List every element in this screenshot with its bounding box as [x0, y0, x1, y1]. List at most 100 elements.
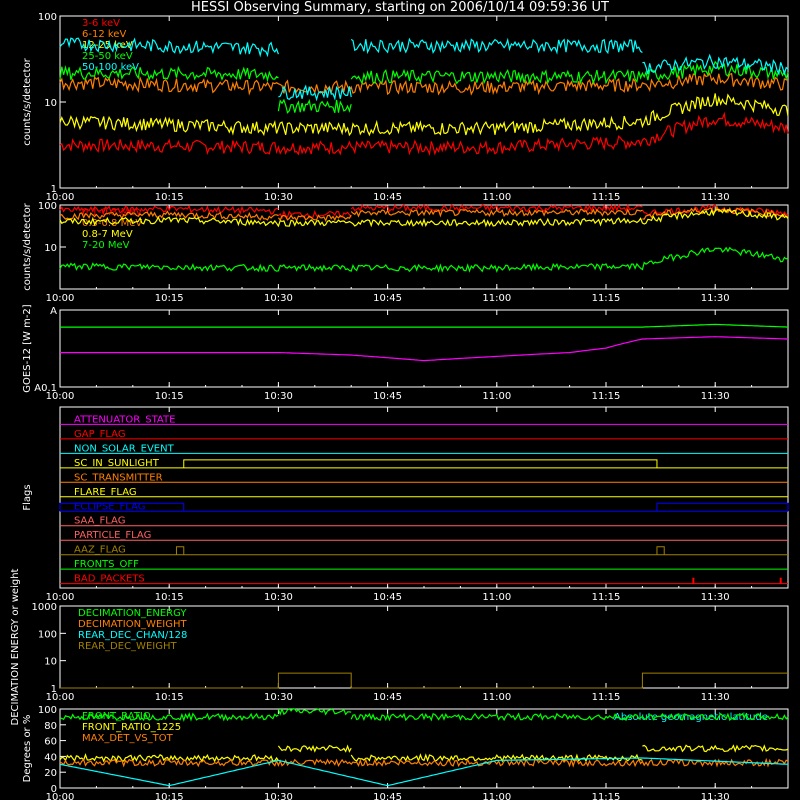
goes-frame: [59, 309, 789, 388]
y-tick-label: 100: [38, 705, 57, 716]
series-line: [277, 744, 352, 753]
flag-label: SAA_FLAG: [74, 516, 125, 527]
y-axis-label: counts/s/detector: [22, 202, 33, 290]
legend-entry: DECIMATION_ENERGY: [78, 608, 187, 619]
y-tick-label: 100: [38, 629, 57, 640]
y-axis-label: counts/s/detector: [22, 57, 33, 145]
x-tick-label: 11:30: [701, 692, 730, 703]
y-tick-label: 100: [38, 201, 57, 212]
y-tick-label: 10: [44, 243, 57, 254]
x-tick-label: 11:00: [482, 692, 511, 703]
legend-entry: 0.8-7 MeV: [82, 229, 133, 240]
y-tick-label: A0.1: [34, 383, 57, 394]
x-tick-label: 10:15: [155, 293, 184, 304]
flag-label: ECLIPSE_FLAG: [74, 501, 145, 512]
y-tick-label: 1: [51, 184, 57, 195]
legend-entry: 25-50 keV: [82, 51, 133, 62]
x-tick-label: 10:15: [155, 592, 184, 603]
x-tick-label: 10:00: [46, 692, 75, 703]
x-tick-label: 10:15: [155, 391, 184, 402]
y-tick-label: 10: [44, 657, 57, 668]
flag-high: [183, 459, 658, 468]
x-tick-label: 10:30: [264, 391, 293, 402]
x-tick-label: 10:30: [264, 192, 293, 203]
y-tick-label: 40: [44, 752, 57, 763]
series-line: [277, 707, 352, 716]
legend-entry: 12-25 keV: [82, 40, 133, 51]
legend-entry: 3-6 keV: [82, 18, 120, 29]
series-line: [59, 207, 789, 228]
y-tick-label: 100: [38, 12, 57, 23]
series-line: [350, 203, 643, 213]
legend-entry: 7-20 MeV: [82, 240, 130, 251]
flag-label: ATTENUATOR_STATE: [74, 414, 175, 425]
flag-high: [59, 502, 185, 512]
flag-label: NON_SOLAR_EVENT: [74, 443, 175, 454]
series-line: [59, 93, 789, 137]
x-tick-label: 10:00: [46, 293, 75, 304]
series-line: [59, 210, 279, 221]
x-tick-label: 10:15: [155, 692, 184, 703]
legend-entry: FRONT_RATIO_1225: [82, 722, 181, 733]
flag-label: SC_TRANSMITTER: [74, 472, 163, 483]
flag-label: PARTICLE_FLAG: [74, 530, 151, 541]
x-tick-label: 11:00: [482, 592, 511, 603]
legend-entry: MAX_DET_VS_TOT: [82, 733, 174, 744]
x-tick-label: 11:15: [592, 192, 621, 203]
x-tick-label: 10:30: [264, 592, 293, 603]
y-tick-label: 20: [44, 768, 57, 779]
legend-entry: 50-100 keV: [82, 62, 139, 73]
flag-high: [656, 502, 789, 512]
series-line: [59, 111, 789, 156]
series-line: [277, 98, 352, 114]
series-line: [350, 712, 789, 722]
series-line: [59, 757, 789, 768]
x-tick-label: 10:15: [155, 192, 184, 203]
x-tick-label: 11:15: [592, 592, 621, 603]
series-line: [278, 209, 352, 220]
flag-label: AAZ_FLAG: [74, 545, 126, 556]
flag-label: FRONTS_OFF: [74, 559, 139, 570]
legend-entry: DECIMATION_WEIGHT: [78, 619, 187, 630]
x-tick-label: 11:30: [701, 192, 730, 203]
y-axis-label: Degrees or %: [22, 715, 33, 783]
y-axis-label: Flags: [22, 484, 33, 510]
flag-high: [656, 546, 665, 555]
y-tick-label: 0: [51, 784, 57, 795]
y-axis-label: GOES-12 [W m-2]: [22, 304, 33, 392]
series-line: [59, 757, 789, 787]
series-line: [350, 208, 643, 218]
legend-entry: FRONT_RATIO: [82, 711, 151, 722]
x-tick-label: 11:30: [701, 293, 730, 304]
y-tick-label: 1: [51, 684, 57, 695]
legend-entry: 6-12 keV: [82, 29, 126, 40]
series-line: [60, 323, 789, 328]
legend-entry: REAR_DEC_CHAN/128: [78, 630, 187, 641]
series-line: [59, 72, 789, 96]
x-tick-label: 10:15: [155, 792, 184, 800]
x-tick-label: 11:15: [592, 293, 621, 304]
x-tick-label: 10:00: [46, 192, 75, 203]
x-tick-label: 10:30: [264, 293, 293, 304]
x-tick-label: 10:45: [373, 293, 402, 304]
y-axis-label: DECIMATION ENERGY or weight: [10, 568, 21, 725]
series-line: [278, 84, 352, 102]
series-line: [59, 65, 279, 83]
flag-high: [175, 546, 185, 555]
series-line: [350, 60, 789, 86]
x-tick-label: 11:00: [482, 391, 511, 402]
x-tick-label: 10:00: [46, 792, 75, 800]
series-line: [350, 37, 643, 55]
x-tick-label: 11:00: [482, 792, 511, 800]
series-line: [60, 336, 788, 362]
x-tick-label: 11:15: [592, 391, 621, 402]
y-tick-label: 10: [44, 98, 57, 109]
x-tick-label: 10:00: [46, 391, 75, 402]
x-tick-label: 11:30: [701, 391, 730, 402]
x-tick-label: 11:30: [701, 592, 730, 603]
x-tick-label: 10:45: [373, 692, 402, 703]
x-tick-label: 10:45: [373, 592, 402, 603]
series-line: [277, 214, 352, 223]
flag-label: GAP_FLAG: [74, 429, 126, 440]
